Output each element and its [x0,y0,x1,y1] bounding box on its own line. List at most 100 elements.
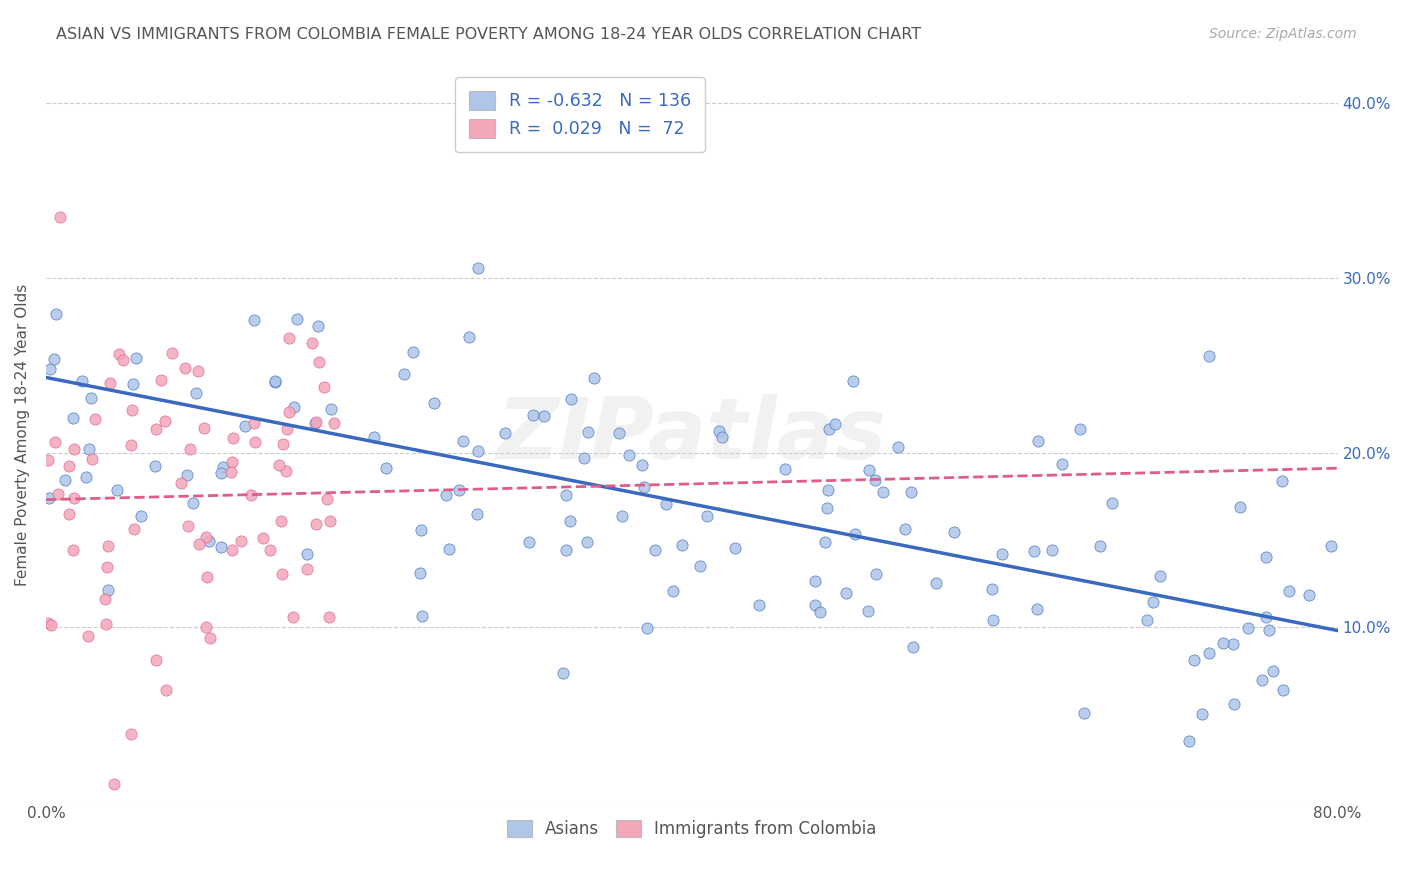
Point [863,473,886,487]
Point [48,210,70,224]
Point [181,496,204,510]
Point [39,361,62,376]
Point [655,497,678,511]
Point [219,465,242,479]
Point [295,562,318,576]
Point [422,395,444,409]
Point [1271,475,1294,489]
Point [1223,698,1246,712]
Point [903,640,925,654]
Point [243,417,266,431]
Point [1191,707,1213,722]
Point [576,535,599,549]
Point [76,629,98,643]
Point [841,374,863,388]
Point [153,414,176,428]
Point [631,458,654,472]
Text: ASIAN VS IMMIGRANTS FROM COLOMBIA FEMALE POVERTY AMONG 18-24 YEAR OLDS CORRELATI: ASIAN VS IMMIGRANTS FROM COLOMBIA FEMALE… [56,27,921,42]
Point [803,598,825,612]
Point [835,586,858,600]
Point [887,440,910,454]
Point [409,524,432,538]
Point [308,355,330,369]
Point [287,311,309,326]
Point [671,538,693,552]
Point [844,526,866,541]
Point [305,415,328,429]
Point [409,566,432,581]
Point [1040,543,1063,558]
Point [271,567,294,582]
Point [1073,706,1095,720]
Point [322,416,344,430]
Point [1254,610,1277,624]
Point [160,346,183,360]
Point [58,458,80,473]
Point [97,583,120,598]
Point [243,434,266,449]
Point [314,380,336,394]
Point [617,448,640,462]
Point [553,666,575,681]
Point [239,488,262,502]
Point [124,522,146,536]
Point [177,519,200,533]
Point [179,442,201,456]
Point [198,534,221,549]
Point [122,377,145,392]
Point [63,491,86,506]
Point [62,442,84,456]
Point [610,508,633,523]
Point [193,421,215,435]
Point [120,727,142,741]
Point [111,353,134,368]
Point [824,417,846,432]
Point [82,451,104,466]
Point [1178,734,1201,748]
Point [1263,664,1285,678]
Point [195,530,218,544]
Point [42,351,65,366]
Point [560,392,582,407]
Point [817,483,839,497]
Point [307,318,329,333]
Point [1198,349,1220,363]
Point [991,548,1014,562]
Point [1251,673,1274,687]
Point [271,436,294,450]
Point [97,539,120,553]
Point [555,488,578,502]
Point [872,485,894,500]
Point [62,410,84,425]
Point [319,514,342,528]
Point [607,425,630,440]
Y-axis label: Female Poverty Among 18-24 Year Olds: Female Poverty Among 18-24 Year Olds [15,284,30,586]
Point [375,461,398,475]
Point [187,363,209,377]
Point [321,401,343,416]
Point [37,616,59,631]
Point [1254,550,1277,565]
Point [316,492,339,507]
Point [305,516,328,531]
Point [467,261,489,276]
Point [94,592,117,607]
Point [1182,653,1205,667]
Point [94,616,117,631]
Point [1257,623,1279,637]
Point [439,542,461,557]
Point [176,467,198,482]
Point [145,653,167,667]
Point [555,542,578,557]
Point [1101,496,1123,510]
Point [817,422,839,436]
Point [200,632,222,646]
Point [252,531,274,545]
Point [748,598,770,612]
Point [58,508,80,522]
Point [1088,539,1111,553]
Point [129,509,152,524]
Point [560,515,582,529]
Point [467,444,489,458]
Point [644,542,666,557]
